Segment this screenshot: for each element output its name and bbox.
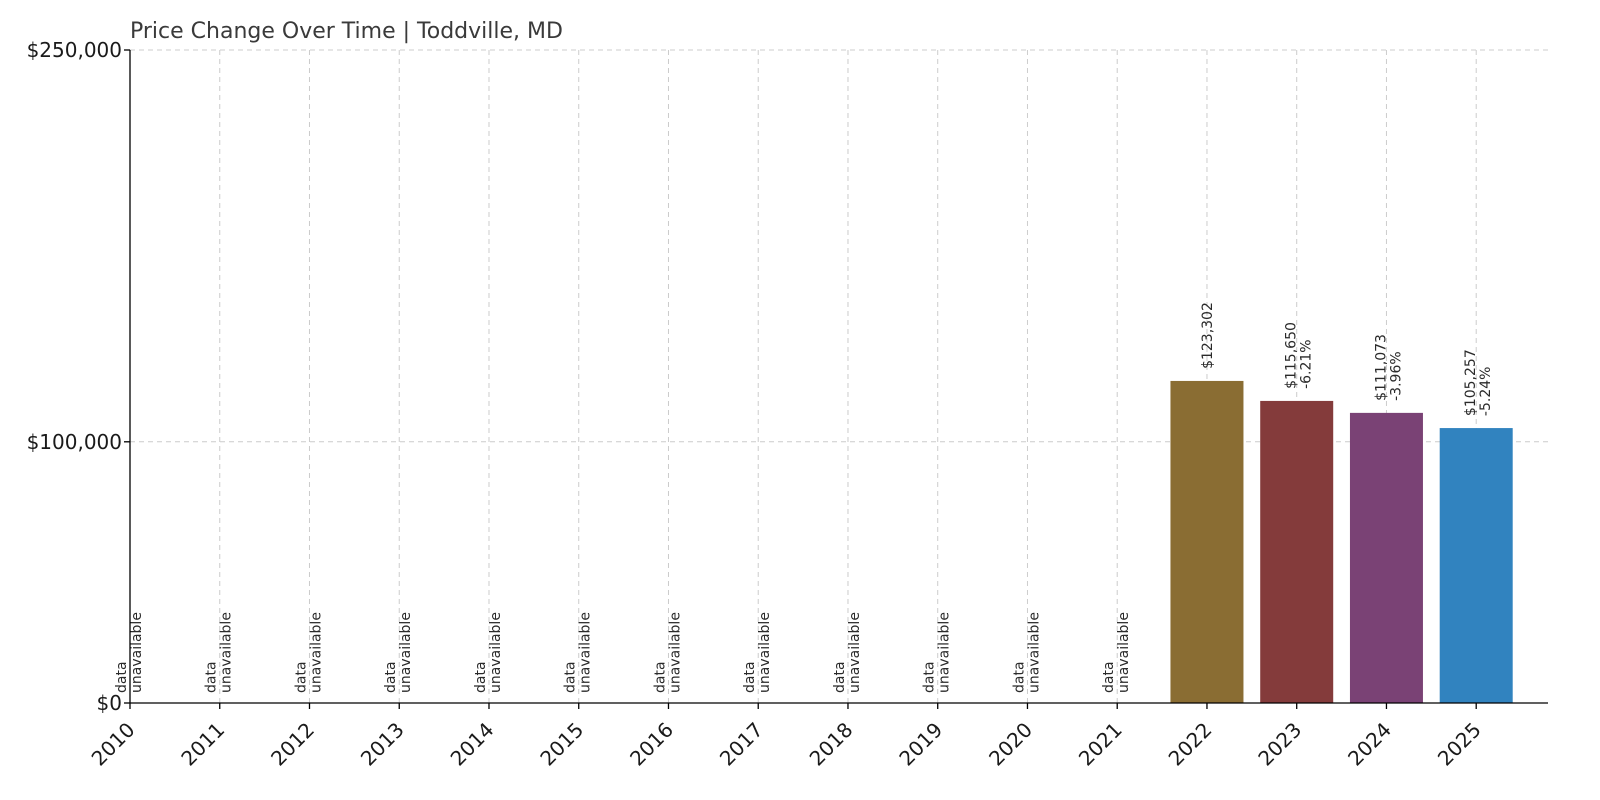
- y-tick-label-2: $250,000: [27, 38, 122, 62]
- data-unavailable-label-2019: dataunavailable: [922, 612, 953, 693]
- data-unavailable-label-2017: dataunavailable: [742, 612, 773, 693]
- x-tick-label-2017: 2017: [715, 718, 768, 771]
- y-tick-labels: $0 $100,000 $250,000: [27, 38, 122, 715]
- bar-2025: [1439, 428, 1513, 703]
- x-tick-label-2018: 2018: [805, 718, 858, 771]
- data-unavailable-label-2016: dataunavailable: [652, 612, 683, 693]
- bar-2024: [1349, 412, 1423, 703]
- data-unavailable-label-2014: dataunavailable: [473, 612, 504, 693]
- axes: [124, 49, 1548, 709]
- x-tick-label-2019: 2019: [894, 718, 947, 771]
- bar-value-label-2024: $111,073-3.96%: [1373, 334, 1404, 401]
- data-unavailable-label-2020: dataunavailable: [1011, 612, 1042, 693]
- x-tick-label-2011: 2011: [176, 718, 229, 771]
- data-unavailable-label-2018: dataunavailable: [832, 612, 863, 693]
- x-tick-labels: 2010 2011 2012 2013 2014 2015 2016 2017 2018 2019…: [87, 718, 1486, 771]
- y-tick-label-0: $0: [97, 691, 122, 715]
- bars: [1170, 380, 1513, 703]
- x-tick-label-2024: 2024: [1343, 718, 1396, 771]
- bar-2022: [1170, 380, 1244, 703]
- data-unavailable-label-2013: dataunavailable: [383, 612, 414, 693]
- gridlines: [130, 49, 1548, 703]
- x-tick-label-2023: 2023: [1253, 718, 1306, 771]
- x-tick-label-2013: 2013: [356, 718, 409, 771]
- data-unavailable-label-2010: dataunavailable: [114, 612, 145, 693]
- bar-2023: [1260, 400, 1334, 703]
- bar-value-label-2023: $115,650-6.21%: [1284, 322, 1315, 389]
- x-tick-label-2010: 2010: [87, 718, 140, 771]
- x-tick-label-2021: 2021: [1074, 718, 1127, 771]
- bar-labels: dataunavailable dataunavailable dataunavai…: [114, 302, 1494, 693]
- x-tick-label-2020: 2020: [984, 718, 1037, 771]
- data-unavailable-label-2015: dataunavailable: [563, 612, 594, 693]
- data-unavailable-label-2021: dataunavailable: [1101, 612, 1132, 693]
- x-tick-label-2012: 2012: [266, 718, 319, 771]
- x-tick-label-2014: 2014: [446, 718, 499, 771]
- x-tick-label-2015: 2015: [535, 718, 588, 771]
- data-unavailable-label-2012: dataunavailable: [293, 612, 324, 693]
- data-unavailable-label-2011: dataunavailable: [204, 612, 235, 693]
- x-tick-label-2022: 2022: [1164, 718, 1217, 771]
- bar-value-label-2022: $123,302: [1200, 302, 1216, 369]
- chart-title: Price Change Over Time | Toddville, MD: [130, 19, 563, 44]
- x-tick-label-2025: 2025: [1433, 718, 1486, 771]
- bar-value-label-2025: $105,257-5.24%: [1463, 349, 1494, 416]
- x-tick-label-2016: 2016: [625, 718, 678, 771]
- y-tick-label-1: $100,000: [27, 430, 122, 454]
